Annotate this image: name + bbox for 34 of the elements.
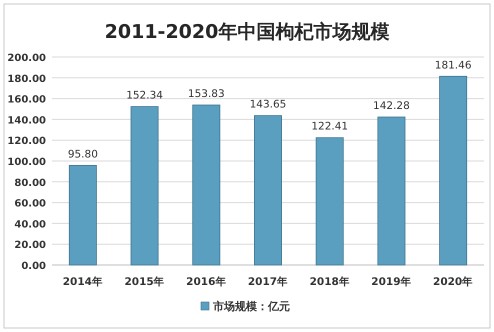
x-tick-label: 2016年 <box>186 275 226 288</box>
y-tick-label: 140.00 <box>7 115 46 126</box>
bar <box>192 104 220 266</box>
y-tick-label: 200.00 <box>7 53 46 64</box>
y-tick-label: 40.00 <box>14 219 46 230</box>
bar <box>377 116 406 266</box>
bar <box>254 115 282 266</box>
data-label: 181.46 <box>434 59 472 72</box>
x-tick-label: 2017年 <box>248 275 288 288</box>
x-tick-label: 2020年 <box>433 275 474 288</box>
data-label: 153.83 <box>188 88 225 100</box>
x-tick-label: 2015年 <box>124 275 165 288</box>
y-tick-label: 20.00 <box>14 240 46 252</box>
data-label: 142.28 <box>373 100 410 112</box>
bar <box>439 76 468 266</box>
data-label: 143.65 <box>250 98 286 111</box>
legend-label: 市场规模：亿元 <box>212 300 290 313</box>
bar <box>316 137 344 266</box>
data-label: 122.41 <box>311 120 348 133</box>
bar <box>68 164 97 266</box>
y-tick-label: 60.00 <box>14 198 46 210</box>
data-label: 152.34 <box>126 90 164 102</box>
bar <box>130 106 159 266</box>
x-tick-label: 2019年 <box>371 275 412 288</box>
y-tick-label: 180.00 <box>7 74 46 85</box>
y-tick-label: 100.00 <box>7 157 46 168</box>
y-tick-label: 0.00 <box>21 261 46 272</box>
x-tick-label: 2018年 <box>310 275 350 288</box>
data-label: 95.80 <box>68 148 98 160</box>
y-tick-label: 120.00 <box>7 136 46 148</box>
y-tick-label: 160.00 <box>7 94 46 106</box>
y-tick-label: 80.00 <box>14 178 46 189</box>
chart-title: 2011-2020年中国枸杞市场规模 <box>104 21 390 43</box>
x-tick-label: 2014年 <box>62 275 103 288</box>
